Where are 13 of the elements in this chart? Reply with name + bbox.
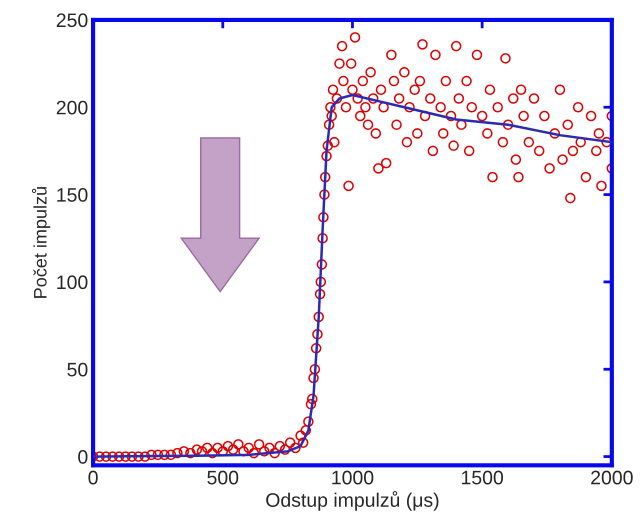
- y-tick-label: 50: [67, 362, 88, 376]
- y-axis-title: Počet impulzů: [32, 187, 50, 298]
- x-tick-label: 1500: [462, 470, 504, 484]
- x-tick-label: 2000: [591, 470, 633, 484]
- y-tick-label: 200: [56, 100, 88, 114]
- x-tick-label: 1000: [332, 470, 374, 484]
- x-tick-label: 500: [207, 470, 238, 484]
- y-tick-label: 100: [57, 275, 88, 290]
- x-tick-label: 0: [88, 470, 98, 484]
- y-tick-label: 150: [57, 188, 88, 202]
- x-axis-title: Odstup impulzů (μs): [266, 491, 438, 511]
- y-tick-label: 250: [56, 13, 88, 28]
- y-tick-label: 0: [78, 450, 88, 464]
